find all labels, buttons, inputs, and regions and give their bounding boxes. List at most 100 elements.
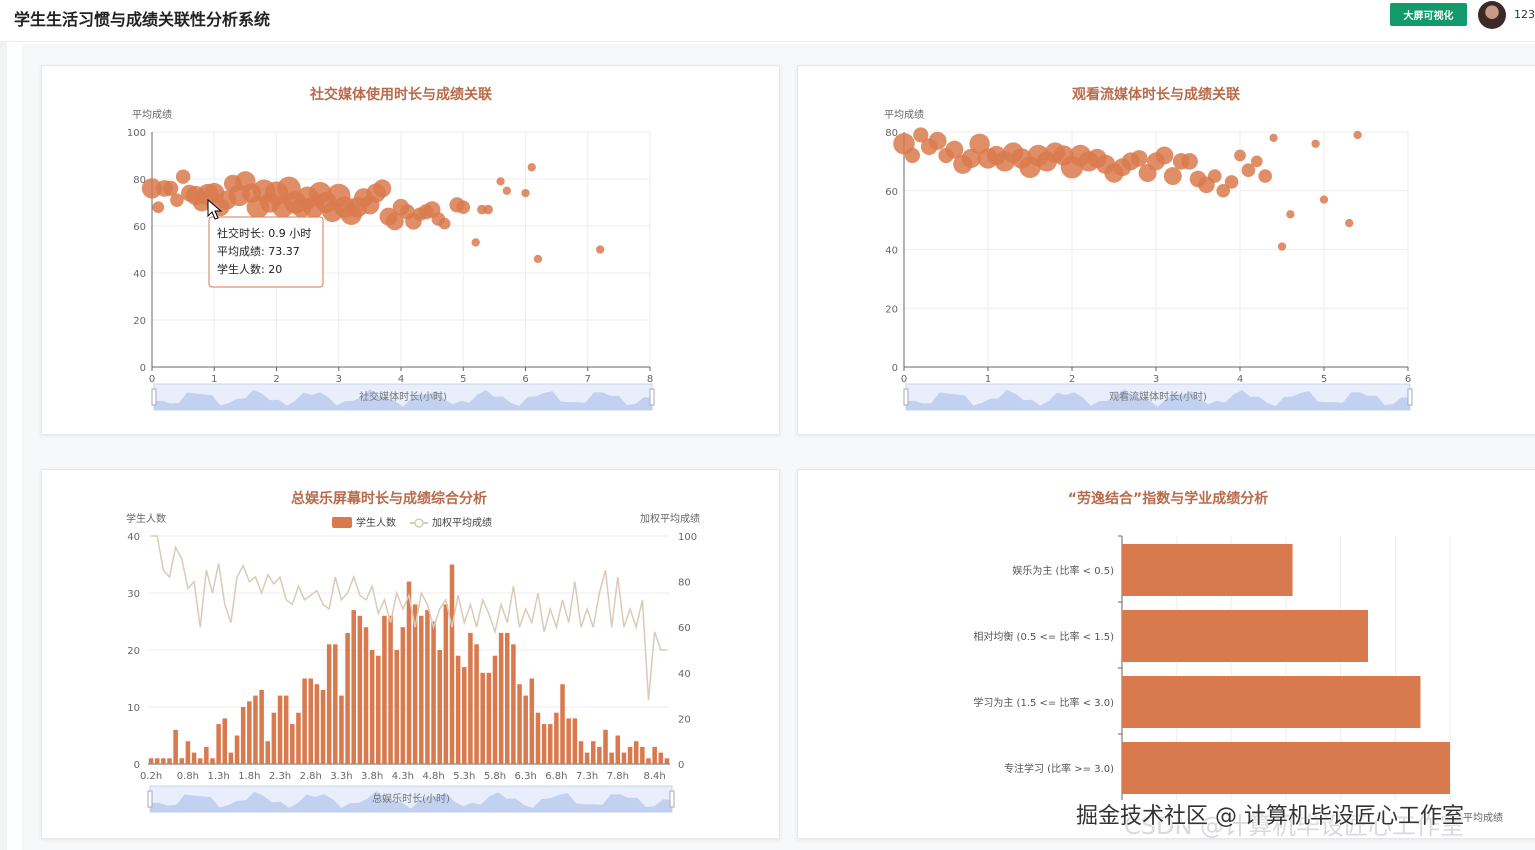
y-tick-label: 60	[133, 222, 146, 233]
datazoom-handle-left	[151, 388, 157, 406]
bar	[554, 712, 559, 764]
scatter-point	[496, 177, 505, 186]
x-tick-label: 5	[460, 374, 466, 385]
y-tick-label: 40	[133, 269, 146, 280]
bar	[222, 718, 228, 764]
scatter-point	[596, 245, 605, 254]
bar	[560, 684, 565, 764]
bar	[197, 758, 203, 764]
y-tick-label: 娱乐为主 (比率 < 0.5)	[1012, 564, 1114, 577]
bar	[376, 655, 381, 764]
bar	[314, 684, 320, 764]
avatar[interactable]	[1478, 1, 1506, 29]
x-tick-label: 4.3h	[392, 771, 414, 782]
bar	[253, 695, 258, 764]
username[interactable]: 123	[1514, 8, 1535, 21]
bar	[320, 689, 326, 764]
scatter-point	[904, 147, 920, 164]
bar	[603, 729, 608, 764]
bar	[369, 650, 375, 764]
scatter-point	[913, 127, 929, 143]
x-tick-label: 7.8h	[607, 771, 629, 782]
bar	[443, 604, 449, 764]
bar	[597, 746, 602, 764]
app-header: 学生生活习惯与成绩关联性分析系统 大屏可视化 123	[0, 0, 1535, 42]
bar	[517, 684, 522, 764]
y2-tick-label: 40	[678, 669, 691, 680]
x-tick-label: 2	[273, 374, 279, 385]
bigscreen-button[interactable]: 大屏可视化	[1390, 3, 1467, 26]
scatter-point	[1181, 153, 1198, 170]
legend-line-marker	[414, 518, 424, 528]
x-tick-label: 6.3h	[515, 771, 537, 782]
scatter-point	[1216, 183, 1230, 198]
y-tick-label: 30	[127, 589, 140, 600]
screen-time-chart-card: 总娱乐屏幕时长与成绩综合分析 学生人数 加权平均成绩 学生人数 加权平均成绩 0 10 20 3…	[41, 469, 780, 839]
bar	[154, 758, 160, 764]
y-axis-label: 平均成绩	[132, 108, 172, 121]
y-tick-label: 10	[127, 703, 140, 714]
bar	[204, 746, 209, 764]
bar	[216, 724, 221, 764]
bar	[664, 758, 670, 764]
bar	[633, 741, 639, 764]
y-tick-label: 80	[885, 128, 898, 139]
y-tick-label: 0	[140, 363, 146, 374]
chart-title: 社交媒体使用时长与成绩关联	[309, 86, 493, 103]
bar	[382, 615, 387, 764]
tooltip-line3: 学生人数: 20	[217, 262, 282, 276]
bar	[652, 746, 657, 764]
bar	[449, 564, 455, 764]
app-title: 学生生活习惯与成绩关联性分析系统	[14, 10, 271, 29]
datazoom-preview	[154, 389, 652, 410]
x-tick-label: 3.8h	[361, 771, 383, 782]
scatter-point	[1250, 155, 1263, 168]
scatter-point	[373, 179, 392, 198]
x-tick-label: 0	[149, 374, 155, 385]
scatter-point	[438, 217, 451, 230]
bar	[185, 741, 191, 764]
datazoom-label: 总娱乐时长(小时)	[372, 792, 450, 805]
y-axis-label: 学生人数	[126, 512, 166, 525]
bar	[572, 718, 578, 764]
scatter-point	[527, 163, 536, 172]
bar	[1122, 676, 1421, 728]
bar	[621, 752, 627, 764]
scatter-point	[928, 131, 947, 150]
bar	[302, 678, 307, 764]
line-series	[151, 535, 667, 701]
bar	[179, 758, 185, 764]
bar	[425, 610, 430, 764]
bar	[148, 758, 154, 764]
x-tick-label: 0.2h	[140, 771, 162, 782]
y2-axis-label: 加权平均成绩	[640, 512, 700, 525]
scatter-point	[152, 201, 165, 214]
scatter-point	[385, 212, 404, 231]
bar	[351, 610, 356, 764]
chart-title: 总娱乐屏幕时长与成绩综合分析	[291, 490, 487, 507]
bar	[431, 621, 436, 764]
x-tick-label: 1	[211, 374, 217, 385]
bar	[339, 695, 344, 764]
datazoom-handle-left	[903, 388, 909, 406]
scatter-point	[945, 140, 964, 159]
x-tick-label: 0	[901, 374, 907, 385]
bar	[590, 741, 596, 764]
legend-line-label: 加权平均成绩	[432, 516, 492, 529]
bar	[504, 632, 510, 764]
scatter-point	[1163, 167, 1182, 186]
scatter-point	[961, 148, 981, 169]
bar	[566, 718, 571, 764]
bar	[167, 758, 172, 764]
x-tick-label: 1.3h	[207, 771, 229, 782]
x-tick-label: 5.3h	[453, 771, 475, 782]
x-tick-label: 2.8h	[300, 771, 322, 782]
bar	[535, 712, 541, 764]
bar	[541, 724, 547, 764]
bar	[357, 615, 363, 764]
dashboard-content: 社交媒体使用时长与成绩关联 平均成绩 0 20 40 60 80 100 0 1 2 3 4 5 6 7 8 社交…	[22, 44, 1535, 850]
